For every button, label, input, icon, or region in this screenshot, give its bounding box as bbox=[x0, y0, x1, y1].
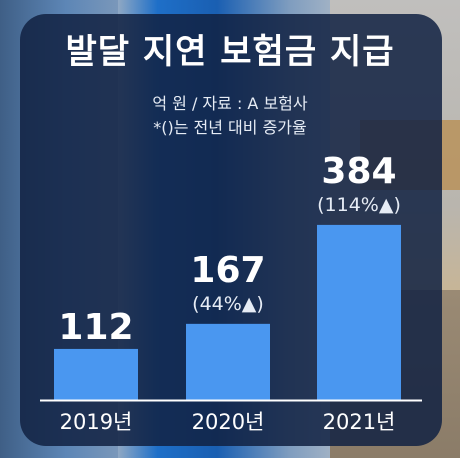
change-label: (114%▲) bbox=[317, 194, 401, 216]
bar-2020년 bbox=[186, 323, 270, 400]
bar-2021년 bbox=[317, 224, 401, 400]
unit-source-label: 억 원 / 자료 : A 보험사 bbox=[152, 94, 308, 113]
value-label: 384 bbox=[321, 151, 396, 192]
change-note: *()는 전년 대비 증가율 bbox=[153, 118, 307, 137]
value-label: 167 bbox=[190, 250, 265, 291]
chart-title: 발달 지연 보험금 지급 bbox=[65, 32, 395, 72]
x-tick-label: 2020년 bbox=[192, 410, 265, 434]
change-label: (44%▲) bbox=[192, 293, 264, 315]
x-tick-label: 2021년 bbox=[323, 410, 396, 434]
value-label: 112 bbox=[58, 307, 133, 348]
x-tick-label: 2019년 bbox=[60, 410, 133, 434]
bar-2019년 bbox=[54, 348, 138, 400]
